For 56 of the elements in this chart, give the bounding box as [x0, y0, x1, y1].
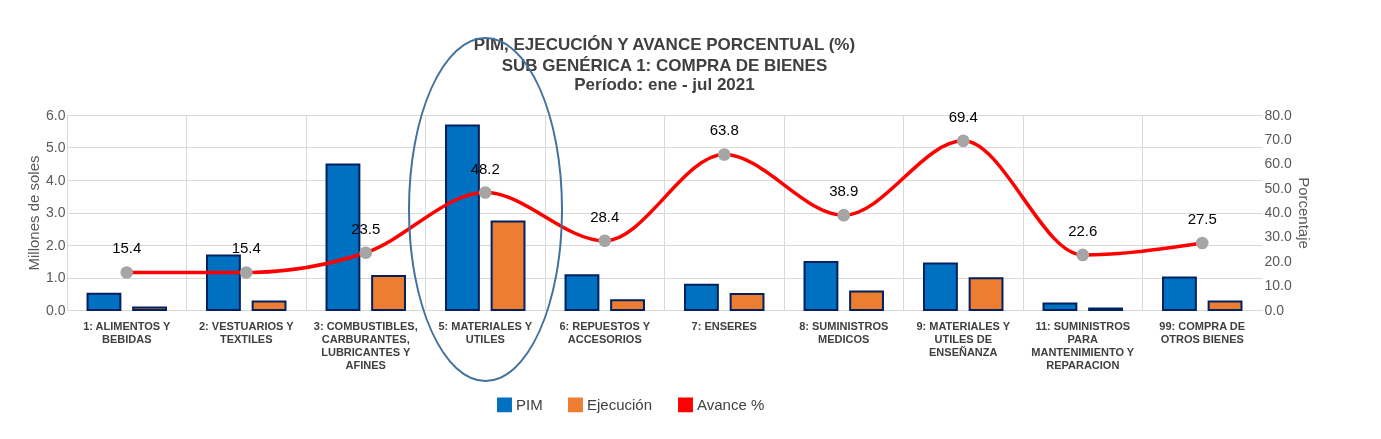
x-tick-label: 9: MATERIALES Y UTILES DE ENSEÑANZA	[916, 319, 1011, 358]
bar	[610, 299, 645, 311]
y2-tick-label: 80.0	[1264, 106, 1292, 123]
x-tick-label: 99: COMPRA DE OTROS BIENES	[1159, 319, 1246, 345]
bar	[849, 290, 884, 311]
y-tick-label: 1.0	[46, 269, 66, 285]
y2-tick-label: 50.0	[1264, 179, 1292, 196]
data-label: 38.9	[829, 182, 859, 200]
bar	[1042, 302, 1078, 311]
x-tick-label: 11: SUMINISTROS PARA MANTENIMIENTO Y REPARACION	[1031, 319, 1135, 371]
bar	[803, 260, 839, 311]
legend-label: Ejecución	[587, 395, 653, 413]
bar	[251, 300, 287, 311]
legend-label: PIM	[516, 395, 543, 413]
bar	[206, 254, 241, 311]
x-tick-label: 2: VESTUARIOS Y TEXTILES	[198, 319, 295, 345]
y2-tick-label: 0.0	[1264, 301, 1285, 318]
data-label: 69.4	[948, 107, 978, 125]
y2-tick-label: 40.0	[1264, 204, 1292, 220]
y2-tick-label: 30.0	[1264, 228, 1292, 245]
x-tick-label: 6: REPUESTOS Y ACCESORIOS	[559, 319, 651, 345]
y-tick-label: 3.0	[46, 204, 66, 220]
bar	[1162, 276, 1197, 311]
bar	[923, 262, 958, 311]
bar	[371, 274, 406, 311]
data-label: 63.8	[709, 121, 739, 139]
y-tick-label: 4.0	[46, 171, 66, 188]
bar	[684, 283, 719, 311]
bar	[564, 274, 600, 311]
legend-label: Avance %	[697, 395, 765, 413]
y-tick-label: 0.0	[46, 301, 66, 318]
bar	[490, 220, 526, 311]
x-tick-label: 5: MATERIALES Y UTILES	[438, 319, 533, 345]
y-tick-label: 2.0	[46, 236, 66, 253]
bar	[132, 306, 167, 311]
x-tick-label: 1: ALIMENTOS Y BEBIDAS	[83, 319, 172, 345]
bar	[729, 293, 765, 311]
y-tick-label: 5.0	[46, 139, 66, 155]
x-tick-label: 3: COMBUSTIBLES, CARBURANTES, LUBRICANTES Y AFINES	[313, 319, 418, 371]
y-tick-label: 6.0	[46, 106, 66, 123]
bar	[968, 277, 1004, 311]
data-label: 15.4	[112, 239, 142, 257]
data-label: 28.4	[590, 207, 620, 225]
y2-tick-label: 20.0	[1264, 252, 1292, 269]
bar	[86, 292, 122, 311]
x-tick-label: 8: SUMINISTROS MEDICOS	[799, 319, 889, 345]
x-tick-label: 7: ENSERES	[691, 319, 757, 332]
y-axis-title: Millones de soles	[25, 155, 43, 271]
data-label: 15.4	[231, 239, 261, 257]
y2-tick-label: 70.0	[1264, 130, 1292, 147]
bar	[1207, 300, 1243, 311]
data-label: 27.5	[1187, 209, 1217, 227]
y2-tick-label: 10.0	[1264, 277, 1292, 294]
y2-tick-label: 60.0	[1264, 155, 1292, 172]
y2-axis-title: Porcentaje	[1295, 177, 1313, 249]
data-label: 22.6	[1068, 221, 1098, 239]
